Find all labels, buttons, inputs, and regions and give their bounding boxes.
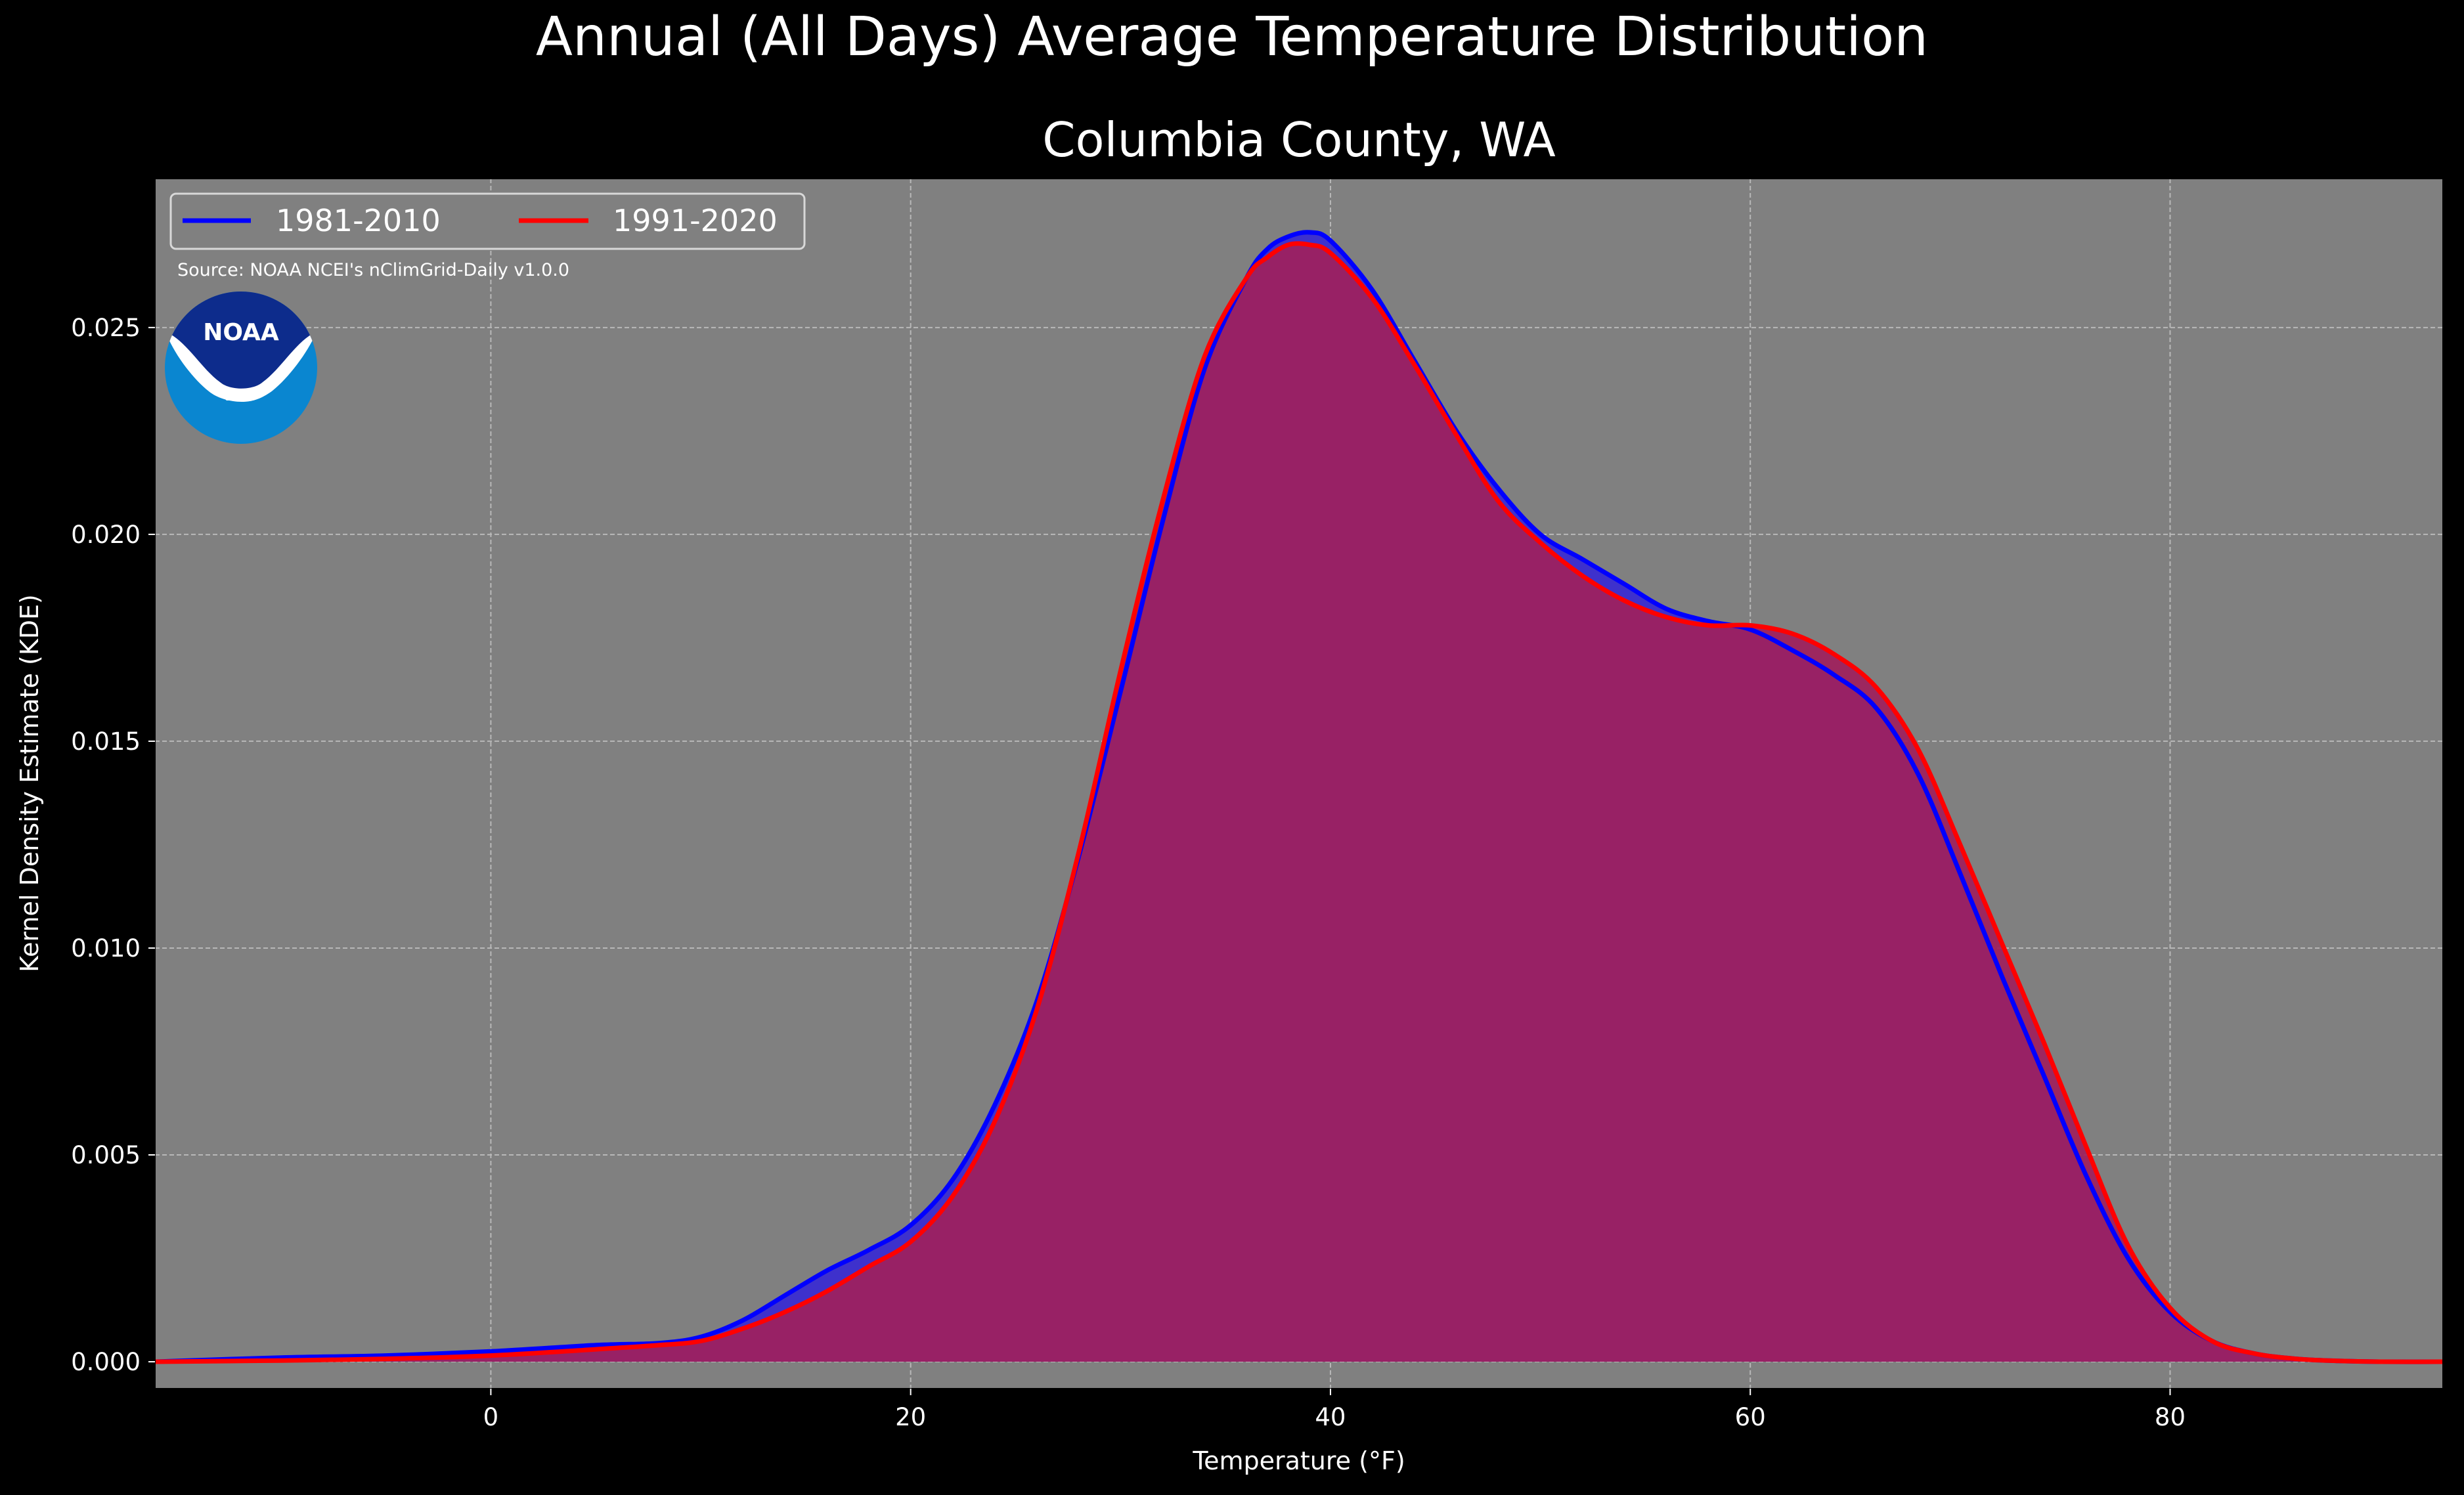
x-tick-label: 40	[1315, 1403, 1346, 1431]
y-tick-label: 0.015	[71, 727, 141, 756]
noaa-logo-wing-tail	[217, 391, 250, 401]
y-axis-ticks: 0.000 0.005 0.010 0.015 0.020 0.025	[71, 314, 155, 1376]
y-tick-label: 0.025	[71, 314, 141, 342]
source-note: Source: NOAA NCEI's nClimGrid-Daily v1.0…	[177, 260, 569, 280]
chart-title: Annual (All Days) Average Temperature Di…	[536, 6, 1928, 68]
series-fill-1991-2020	[155, 243, 2443, 1362]
y-tick-label: 0.010	[71, 934, 141, 963]
series-line-1981-2010	[154, 230, 2444, 1364]
noaa-logo-text: NOAA	[203, 319, 279, 346]
series-fills	[155, 232, 2443, 1362]
y-tick-label: 0.020	[71, 521, 141, 549]
y-tick-label: 0.000	[71, 1348, 141, 1376]
x-tick-label: 60	[1735, 1403, 1766, 1431]
chart-subtitle: Columbia County, WA	[1042, 112, 1556, 167]
plot-area	[154, 178, 2444, 1389]
series-lines	[154, 230, 2444, 1364]
legend: 1981-2010 1991-2020	[169, 192, 806, 250]
noaa-logo-gull	[165, 332, 317, 402]
x-tick-label: 0	[483, 1403, 499, 1431]
legend-label-1991-2020: 1991-2020	[613, 203, 778, 238]
x-tick-label: 20	[895, 1403, 926, 1431]
noaa-logo: NOAA	[165, 292, 317, 444]
x-axis-ticks: 0 20 40 60 80	[483, 1389, 2186, 1431]
x-tick-label: 80	[2155, 1403, 2186, 1431]
y-tick-label: 0.005	[71, 1141, 141, 1169]
plot-frame	[154, 178, 2444, 1389]
legend-label-1981-2010: 1981-2010	[276, 203, 441, 238]
legend-box	[169, 192, 806, 250]
x-axis-label: Temperature (°F)	[1192, 1446, 1405, 1475]
y-axis-label: Kernel Density Estimate (KDE)	[15, 594, 44, 972]
series-line-1991-2020	[154, 241, 2444, 1364]
